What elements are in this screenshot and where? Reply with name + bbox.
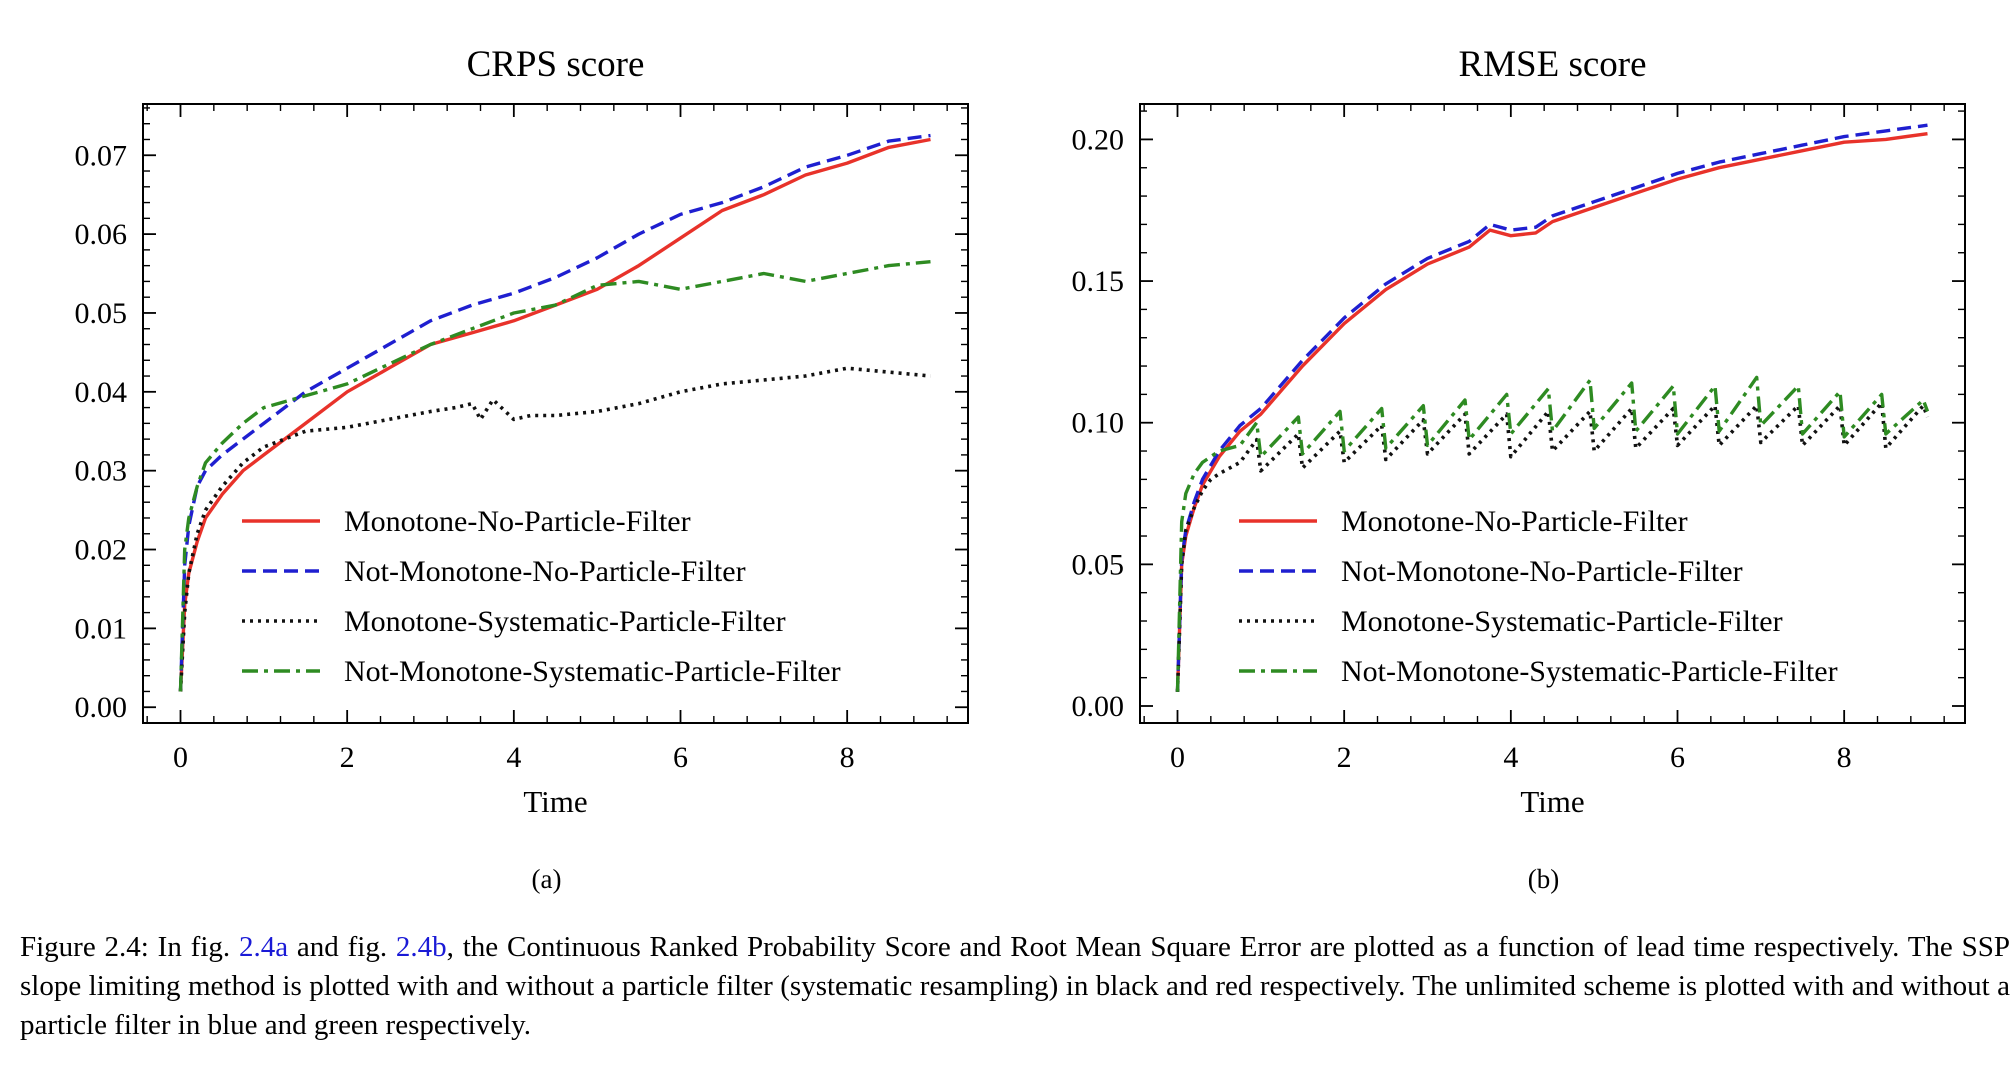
- y-tick-label: 0.02: [75, 534, 128, 567]
- y-tick-label: 0.03: [75, 455, 128, 488]
- plot-frame: [1139, 103, 1966, 724]
- y-tick-label: 0.05: [75, 297, 128, 330]
- y-tick-label: 0.01: [75, 612, 128, 645]
- legend-label: Not-Monotone-No-Particle-Filter: [1341, 555, 1743, 588]
- caption-ref-a[interactable]: 2.4a: [238, 931, 289, 963]
- plot-frame: [142, 103, 969, 724]
- caption-mid: and fig.: [288, 931, 396, 963]
- y-tick-label: 0.05: [1072, 548, 1125, 581]
- panel-rmse: RMSE score 0 2 4 6 8 0.00 0.05 0.10 0.15 0.20 Time M…: [1006, 0, 2012, 920]
- x-tick-label: 8: [1837, 741, 1852, 774]
- legend-label: Monotone-Systematic-Particle-Filter: [344, 605, 786, 638]
- legend-label: Monotone-No-Particle-Filter: [1341, 505, 1688, 538]
- x-tick-label: 0: [1170, 741, 1185, 774]
- x-axis-label: Time: [523, 784, 587, 819]
- subfigure-label: (a): [532, 864, 562, 894]
- x-tick-label: 2: [1337, 741, 1352, 774]
- series-line-monotone-no-pf: [1175, 132, 1928, 692]
- y-tick-label: 0.15: [1072, 265, 1125, 298]
- x-axis-label: Time: [1520, 784, 1584, 819]
- x-tick-label: 4: [506, 741, 521, 774]
- chart-title: CRPS score: [467, 44, 645, 85]
- series-line-not-monotone-no-pf: [1175, 123, 1928, 692]
- x-tick-label: 0: [173, 741, 188, 774]
- x-tick-label: 6: [673, 741, 688, 774]
- series-line-not-monotone-systematic-pf: [178, 260, 931, 692]
- legend-label: Not-Monotone-Systematic-Particle-Filter: [344, 655, 841, 688]
- rmse-chart: RMSE score 0 2 4 6 8 0.00 0.05 0.10 0.15 0.20 Time M…: [1072, 44, 1966, 894]
- caption-prefix: Figure 2.4: In fig.: [20, 931, 239, 963]
- x-tick-label: 6: [1670, 741, 1685, 774]
- series-line-monotone-no-pf: [178, 137, 931, 692]
- y-tick-label: 0.06: [75, 218, 128, 251]
- series-line-monotone-systematic-pf: [1175, 401, 1930, 692]
- caption-ref-b[interactable]: 2.4b: [395, 931, 447, 963]
- y-tick-label: 0.20: [1072, 123, 1125, 156]
- x-tick-label: 8: [840, 741, 855, 774]
- chart-title: RMSE score: [1458, 44, 1646, 85]
- series-line-not-monotone-systematic-pf: [1175, 375, 1930, 692]
- y-tick-label: 0.04: [75, 376, 128, 409]
- legend-label: Monotone-No-Particle-Filter: [344, 505, 691, 538]
- y-tick-label: 0.00: [1072, 690, 1125, 723]
- y-tick-label: 0.07: [75, 139, 128, 172]
- y-tick-label: 0.10: [1072, 407, 1125, 440]
- y-tick-label: 0.00: [75, 691, 128, 724]
- legend-label: Not-Monotone-No-Particle-Filter: [344, 555, 746, 588]
- legend-label: Not-Monotone-Systematic-Particle-Filter: [1341, 655, 1838, 688]
- panel-crps: CRPS score 0 2 4 6 8 0.00 0.01 0.02 0.03 0.04 0.05 0…: [0, 0, 1006, 920]
- series-line-not-monotone-no-pf: [178, 133, 931, 692]
- subfigure-label: (b): [1528, 864, 1559, 894]
- caption-rest: , the Continuous Ranked Probability Scor…: [20, 931, 2010, 1041]
- x-tick-label: 4: [1503, 741, 1518, 774]
- legend-label: Monotone-Systematic-Particle-Filter: [1341, 605, 1783, 638]
- figure-caption: Figure 2.4: In fig. 2.4a and fig. 2.4b, …: [20, 928, 2010, 1045]
- x-tick-label: 2: [340, 741, 355, 774]
- crps-chart: CRPS score 0 2 4 6 8 0.00 0.01 0.02 0.03 0.04 0.05 0…: [75, 44, 969, 894]
